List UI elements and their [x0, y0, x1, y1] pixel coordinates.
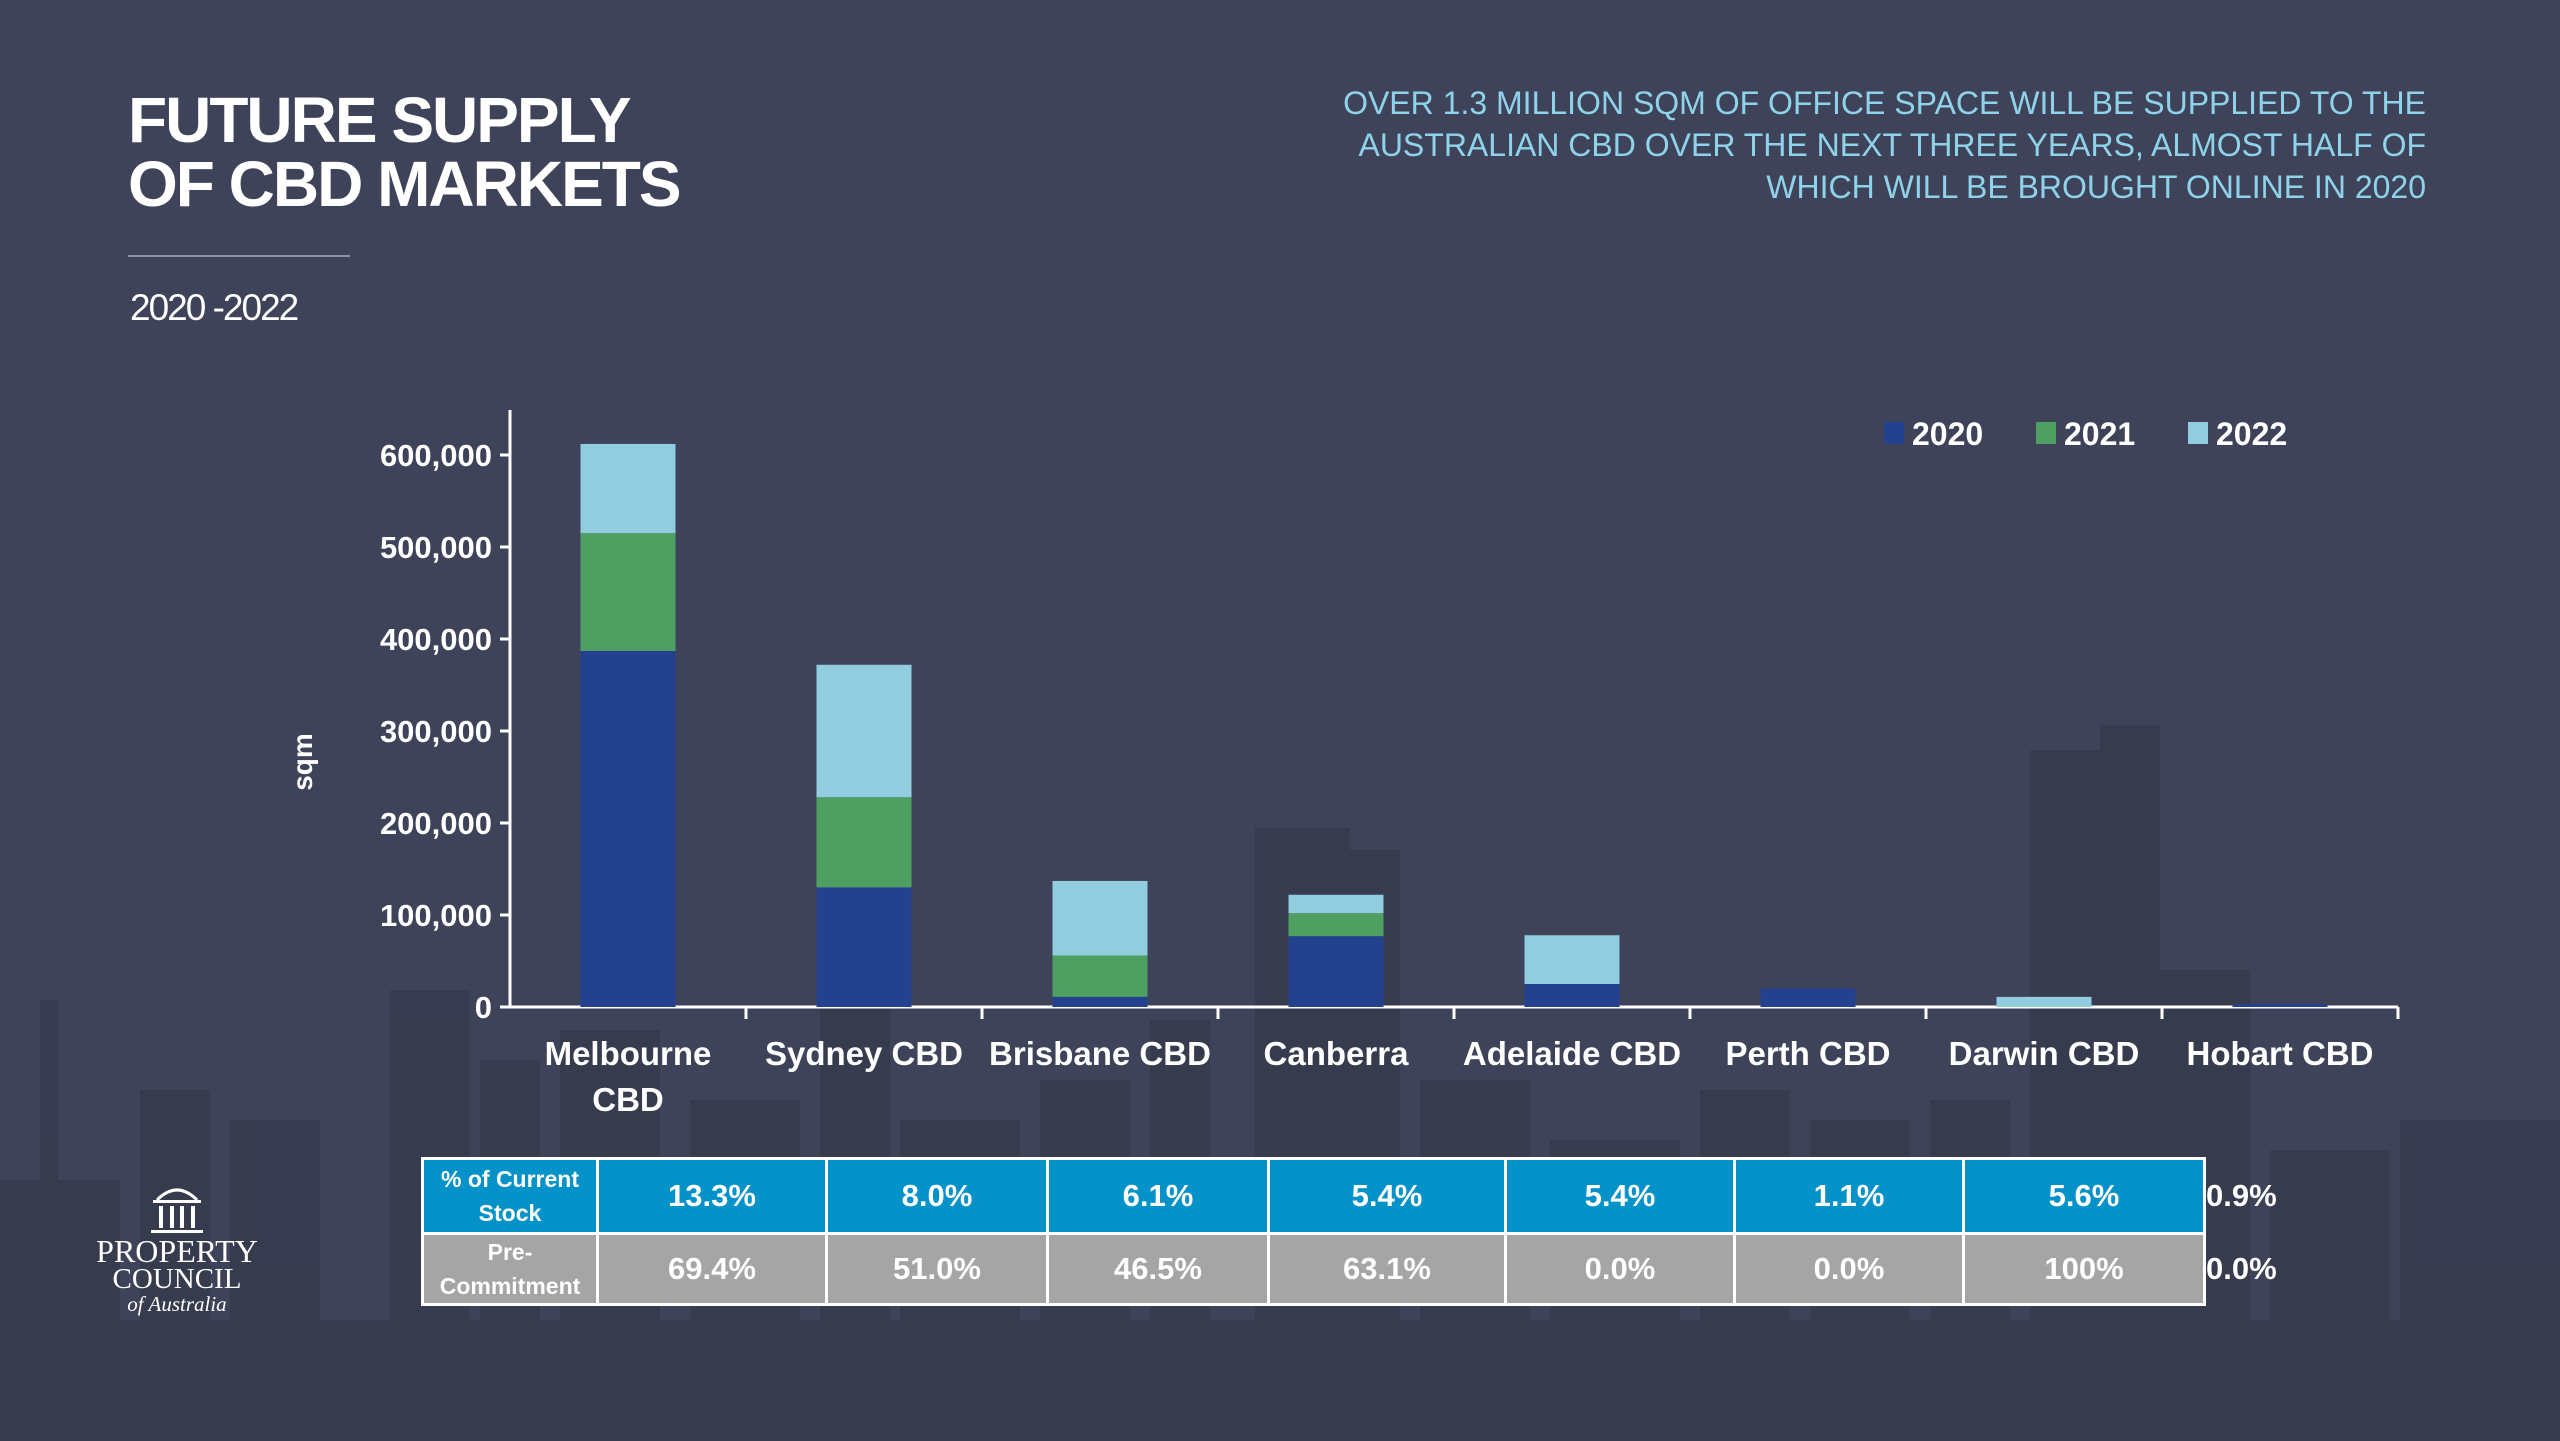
headline-text: OVER 1.3 MILLION SQM OF OFFICE SPACE WIL…	[1326, 82, 2426, 208]
legend-label: 2022	[2216, 416, 2287, 452]
logo-line-2: COUNCIL	[112, 1263, 242, 1295]
x-tick-label: Hobart CBD	[2187, 1035, 2374, 1072]
table-row: % of Current Stock 13.3% 8.0% 6.1% 5.4% 5.4% 1.…	[421, 1157, 2277, 1235]
x-tick-label: Sydney CBD	[765, 1035, 963, 1072]
bar-2022	[580, 443, 676, 534]
table-cell: 69.4%	[596, 1232, 828, 1306]
bar-2022	[816, 664, 912, 798]
legend-label: 2021	[2064, 416, 2135, 452]
bar-2021	[816, 797, 912, 888]
row-label-line: Pre-	[487, 1239, 533, 1265]
table-cell: 0.0%	[1504, 1232, 1736, 1306]
table-cell: 5.4%	[1504, 1157, 1736, 1235]
bar-2020	[1052, 996, 1148, 1007]
y-tick-label: 100,000	[380, 898, 492, 933]
bar-2020	[2232, 1004, 2328, 1007]
title-line-2: OF CBD MARKETS	[128, 148, 682, 220]
table-cell: 13.3%	[596, 1157, 828, 1235]
bar-2020	[1760, 988, 1856, 1007]
date-range: 2020 -2022	[130, 287, 299, 328]
y-tick-label: 300,000	[380, 714, 492, 749]
page-title: FUTURE SUPPLY OF CBD MARKETS	[128, 84, 682, 220]
headline-line-1: OVER 1.3 MILLION SQM OF OFFICE SPACE WIL…	[1343, 85, 2426, 121]
bar-2020	[1524, 984, 1620, 1007]
legend-label: 2020	[1912, 416, 1983, 452]
pillars-icon	[151, 1188, 203, 1233]
bar-2020	[580, 650, 676, 1007]
bar-2022	[1288, 894, 1384, 914]
legend-swatch	[1884, 422, 1904, 444]
logo-line-3: of Australia	[127, 1292, 227, 1316]
logo-line-1: PROPERTY	[96, 1233, 258, 1269]
row-label-line: % of Current	[441, 1166, 579, 1192]
table-cell: 63.1%	[1267, 1232, 1507, 1306]
table-cell: 0.0%	[1733, 1232, 1965, 1306]
legend-swatch	[2188, 422, 2208, 444]
bar-2021	[580, 533, 676, 651]
table-cell: 51.0%	[825, 1232, 1049, 1306]
x-tick-label: CBD	[592, 1081, 664, 1118]
x-tick-label: Canberra	[1264, 1035, 1410, 1072]
stats-table: % of Current Stock 13.3% 8.0% 6.1% 5.4% 5.4% 1.…	[421, 1157, 2277, 1306]
y-tick-label: 500,000	[380, 530, 492, 565]
title-line-1: FUTURE SUPPLY	[128, 84, 631, 156]
bar-2020	[1288, 936, 1384, 1007]
row-label-line: Stock	[478, 1200, 542, 1226]
bar-2022	[1052, 880, 1148, 956]
row-label: Pre- Commitment	[421, 1232, 599, 1306]
bar-2020	[816, 887, 912, 1007]
bar-2021	[1052, 955, 1148, 997]
table-row: Pre- Commitment 69.4% 51.0% 46.5% 63.1% 0.0% 0.…	[421, 1232, 2277, 1306]
y-tick-label: 600,000	[380, 438, 492, 473]
table-cell: 5.6%	[1962, 1157, 2206, 1235]
table-cell: 100%	[1962, 1232, 2206, 1306]
table-cell: 1.1%	[1733, 1157, 1965, 1235]
bar-2021	[1288, 913, 1384, 937]
x-tick-label: Melbourne	[545, 1035, 712, 1072]
property-council-logo: PROPERTY COUNCIL of Australia	[82, 1180, 272, 1316]
y-tick-label: 200,000	[380, 806, 492, 841]
y-tick-label: 0	[475, 990, 492, 1025]
x-tick-label: Darwin CBD	[1949, 1035, 2140, 1072]
headline-line-2: AUSTRALIAN CBD OVER THE NEXT THREE YEARS…	[1358, 127, 2426, 163]
bar-2022	[1524, 935, 1620, 984]
x-tick-label: Brisbane CBD	[989, 1035, 1211, 1072]
legend-swatch	[2036, 422, 2056, 444]
row-label-line: Commitment	[439, 1273, 581, 1299]
table-cell: 46.5%	[1046, 1232, 1270, 1306]
y-tick-label: 400,000	[380, 622, 492, 657]
bar-2022	[1996, 996, 2092, 1007]
headline-line-3: WHICH WILL BE BROUGHT ONLINE IN 2020	[1766, 169, 2426, 205]
x-tick-label: Adelaide CBD	[1463, 1035, 1681, 1072]
title-divider	[128, 255, 350, 257]
x-tick-label: Perth CBD	[1725, 1035, 1890, 1072]
table-cell: 5.4%	[1267, 1157, 1507, 1235]
y-axis-label: sqm	[287, 733, 318, 791]
row-label: % of Current Stock	[421, 1157, 599, 1235]
table-cell: 6.1%	[1046, 1157, 1270, 1235]
table-cell: 8.0%	[825, 1157, 1049, 1235]
